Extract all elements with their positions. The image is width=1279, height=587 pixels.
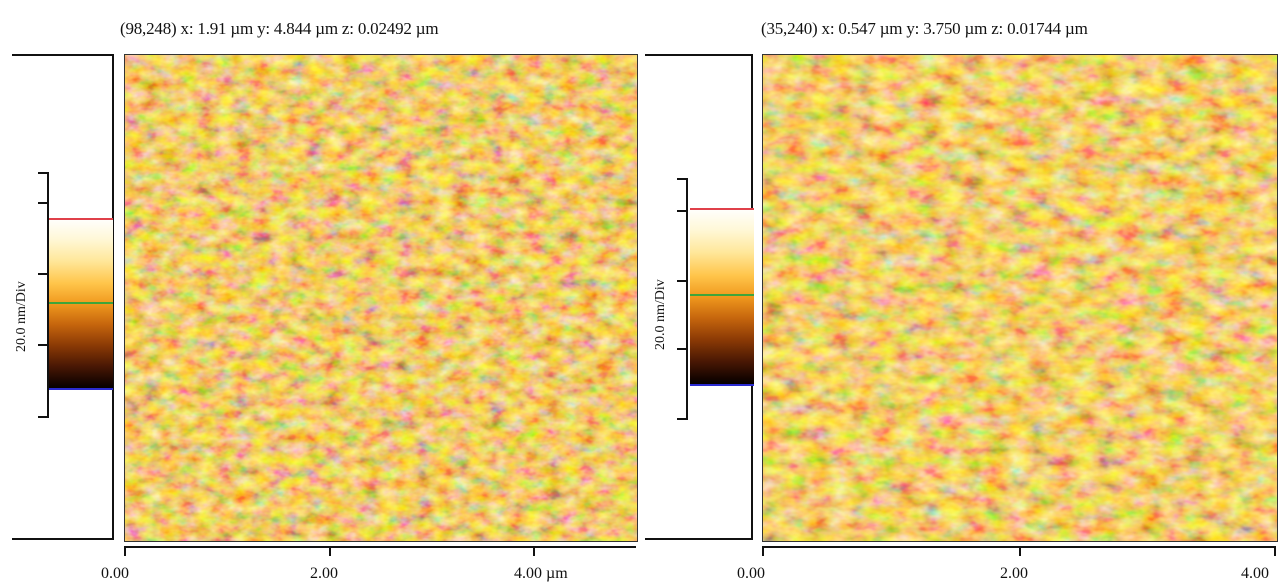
afm-panel-right: (35,240) x: 0.547 µm y: 3.750 µm z: 0.01… [645,0,1279,587]
z-tick [677,418,687,420]
x-axis [124,546,636,548]
x-tick [124,546,126,556]
z-tick [677,280,687,282]
x-tick-label: 4.00 [1241,565,1269,582]
colorbar-bracket-bottom [12,538,114,540]
x-tick-label: 4.00 µm [514,565,568,582]
colorbar-bracket-side [112,54,114,540]
z-tick [38,344,48,346]
z-tick [38,273,48,275]
x-tick [533,546,535,556]
x-tick [1019,546,1021,556]
x-tick-label: 2.00 [1000,565,1028,582]
cursor-readout: (35,240) x: 0.547 µm y: 3.750 µm z: 0.01… [761,19,1088,38]
x-tick [762,546,764,556]
x-tick [1274,546,1276,556]
z-scale-label: 20.0 nm/Div [653,279,668,350]
height-colorbar [49,218,113,390]
z-scale-label: 20.0 nm/Div [14,281,29,352]
z-tick [677,210,687,212]
colorbar-bracket [12,54,114,56]
z-tick [677,178,687,180]
x-tick-label: 0.00 [737,565,765,582]
upper-limit-marker[interactable] [49,218,113,220]
lower-limit-marker[interactable] [49,388,113,390]
midpoint-marker[interactable] [49,302,113,304]
x-tick-label: 2.00 [310,565,338,582]
colorbar-bracket-bottom [645,538,753,540]
afm-scan-image[interactable] [124,54,638,542]
x-tick [329,546,331,556]
z-tick [38,172,48,174]
height-colorbar [690,208,754,386]
z-tick [38,416,48,418]
colorbar-bracket [645,54,753,56]
midpoint-marker[interactable] [690,294,754,296]
x-tick-label: 0.00 [101,565,129,582]
z-tick [38,202,48,204]
lower-limit-marker[interactable] [690,384,754,386]
z-scale-axis [686,178,688,420]
afm-scan-image[interactable] [762,54,1278,542]
upper-limit-marker[interactable] [690,208,754,210]
cursor-readout: (98,248) x: 1.91 µm y: 4.844 µm z: 0.024… [120,19,439,38]
z-scale-axis [47,172,49,418]
z-tick [677,348,687,350]
afm-panel-left: (98,248) x: 1.91 µm y: 4.844 µm z: 0.024… [12,19,638,582]
